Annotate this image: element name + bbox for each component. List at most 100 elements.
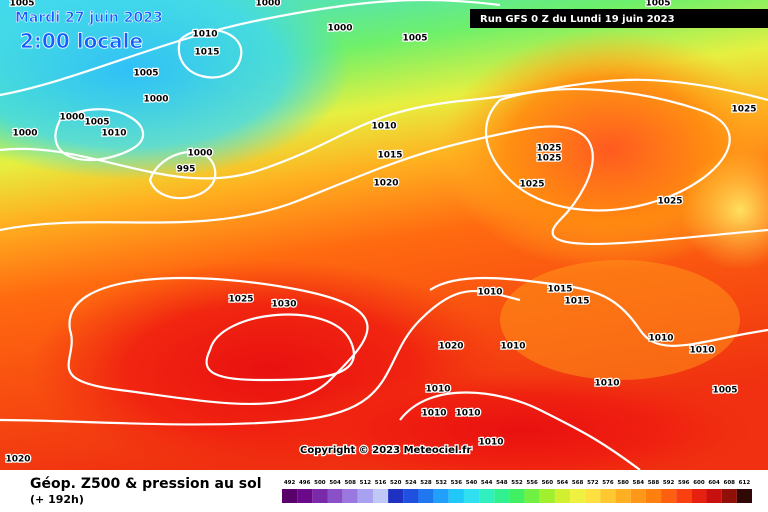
scale-label: 540 [466,480,478,486]
scale-swatch [645,489,662,503]
run-info: Run GFS 0 Z du Lundi 19 juin 2023 [480,14,675,25]
isobars [0,0,768,470]
isobar-label: 1005 [84,118,109,128]
isobar-label: 1020 [373,179,398,189]
isobar-label: 1000 [143,95,168,105]
scale-swatch [297,489,313,503]
isobar-label: 1020 [5,455,30,465]
isobar-label: 1010 [425,385,450,395]
scale-label: 580 [617,480,629,486]
copyright: Copyright © 2023 Meteociel.fr [300,445,471,456]
isobar-label: 1015 [377,151,402,161]
scale-label: 552 [511,480,523,486]
scale-swatch [585,489,601,503]
scale-swatch [479,489,495,503]
scale-label: 516 [375,480,387,486]
scale-swatch [706,489,722,503]
scale-swatch [721,489,737,503]
scale-swatch [570,489,586,503]
run-banner [470,9,768,28]
isobar-label: 1025 [536,154,561,164]
scale-swatch [554,489,571,503]
cold-pool [0,0,350,180]
scale-label: 500 [314,480,326,486]
isobar-label: 1005 [133,69,158,79]
scale-swatch [372,489,389,503]
scale-swatch [736,489,752,503]
scale-label: 576 [602,480,614,486]
isobar-label: 1010 [594,379,619,389]
scale-label: 508 [344,480,356,486]
scale-swatch [357,489,373,503]
scale-swatch [494,489,510,503]
isobar-label: 1000 [255,0,280,9]
scale-label: 536 [451,480,463,486]
scale-label: 496 [299,480,311,486]
scale-swatch [433,489,449,503]
scale-swatch [448,489,464,503]
isobar-label: 1010 [478,438,503,448]
isobar-label: 1010 [192,30,217,40]
scale-swatch [630,489,646,503]
isobar-label: 1025 [519,180,544,190]
scale-label: 612 [739,480,751,486]
isobar-label: 1025 [228,295,253,305]
isobar-label: 1000 [12,129,37,139]
scale-swatch [418,489,434,503]
isobar-label: 1030 [271,300,296,310]
scale-swatch [509,489,525,503]
isobar-label: 1010 [455,409,480,419]
scale-swatch [342,489,358,503]
scale-swatch [463,489,480,503]
scale-label: 604 [708,480,720,486]
scale-swatch [691,489,707,503]
ridge-south [270,370,768,490]
isobar-label: 1020 [438,342,463,352]
scale-label: 532 [435,480,447,486]
scale-swatch [676,489,692,503]
isobar-label: 1000 [327,24,352,34]
scale-swatch [524,489,540,503]
isobar-label: 1005 [645,0,670,9]
isobar-label: 1005 [9,0,34,9]
scale-label: 520 [390,480,402,486]
scale-swatch [312,489,328,503]
scale-label: 564 [557,480,569,486]
isobar-label: 1025 [657,197,682,207]
scale-label: 600 [693,480,705,486]
isobar-label: 1025 [536,144,561,154]
isobar-label: 1010 [689,346,714,356]
isobar-label: 1000 [59,113,84,123]
isobar-label: 1015 [547,285,572,295]
scale-label: 588 [648,480,660,486]
isobar-label: 1005 [712,386,737,396]
scale-label: 524 [405,480,417,486]
map-title: Géop. Z500 & pression au sol [30,476,262,492]
scale-swatch [661,489,677,503]
scale-label: 528 [420,480,432,486]
scale-swatch [539,489,555,503]
scale-swatch [600,489,616,503]
local-time: 2:00 locale [20,29,143,53]
scale-label: 592 [663,480,675,486]
isobar-label: 1015 [564,297,589,307]
isobar-label: 1000 [187,149,212,159]
scale-swatch [282,489,298,503]
scale-label: 596 [678,480,690,486]
ridge-europe [500,260,740,380]
isobar-label: 1010 [477,288,502,298]
isobar-label: 995 [177,165,196,175]
scale-label: 560 [542,480,554,486]
scale-label: 548 [496,480,508,486]
scale-label: 608 [724,480,736,486]
scale-label: 544 [481,480,493,486]
isobar-label: 1010 [648,334,673,344]
scale-label: 584 [633,480,645,486]
isobar-label: 1015 [194,48,219,58]
scale-label: 492 [284,480,296,486]
scale-label: 568 [572,480,584,486]
valid-date: Mardi 27 juin 2023 [15,10,163,26]
lead-time: (+ 192h) [30,493,84,506]
scale-label: 572 [587,480,599,486]
